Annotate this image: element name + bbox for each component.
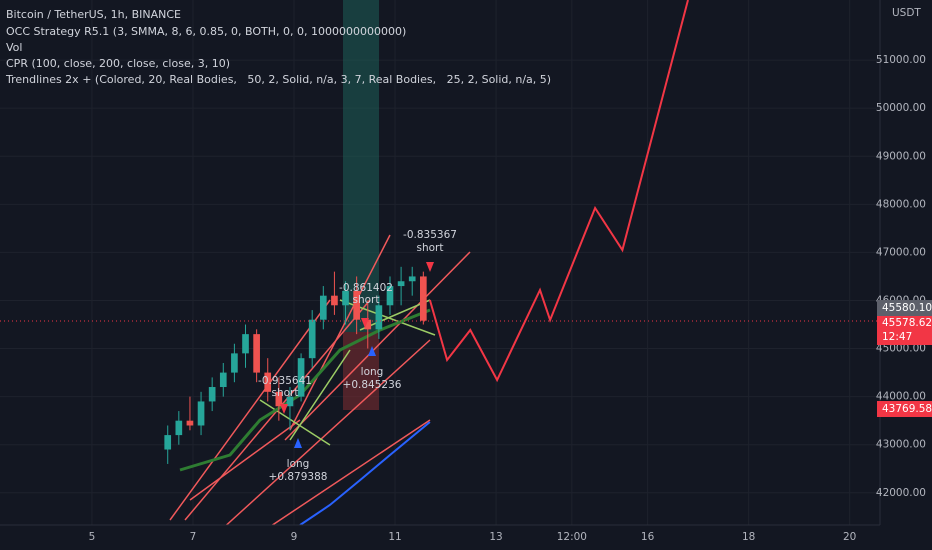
- candle-body: [353, 290, 360, 320]
- plot: [164, 0, 689, 526]
- y-tick-label: 50000.00: [876, 102, 926, 114]
- candle-body: [308, 319, 316, 359]
- price-label: 43769.58: [882, 403, 932, 415]
- short-arrows: [280, 262, 434, 414]
- signal-type: long: [287, 458, 310, 470]
- signal-value: -0.835367: [403, 229, 457, 241]
- y-tick-label: 49000.00: [876, 150, 926, 162]
- currency-label: USDT: [892, 7, 921, 19]
- candle-body: [419, 276, 427, 321]
- x-tick-label: 20: [843, 531, 856, 543]
- candle-body: [397, 281, 405, 287]
- signal-type: short: [353, 294, 380, 306]
- overlay-line: [299, 421, 431, 526]
- y-tick-label: 48000.00: [876, 198, 926, 210]
- candle-body: [342, 290, 349, 306]
- x-tick-label: 11: [388, 531, 401, 543]
- x-tick-label: 13: [489, 531, 502, 543]
- candle-body: [175, 420, 183, 436]
- price-badge: [877, 401, 932, 417]
- x-tick-label: 18: [742, 531, 755, 543]
- x-tick-label: 7: [190, 531, 197, 543]
- candle-body: [253, 334, 260, 373]
- overlay-line: [428, 0, 689, 383]
- candle-body: [319, 295, 327, 320]
- candle-body: [286, 396, 294, 407]
- grid: [0, 0, 880, 525]
- signal-type: long: [361, 366, 384, 378]
- candle-body: [408, 276, 416, 282]
- candle-body: [386, 286, 394, 306]
- y-tick-label: 51000.00: [876, 54, 926, 66]
- candle-body: [331, 295, 338, 306]
- price-badge: [877, 300, 932, 316]
- price-label: 45578.62: [882, 317, 932, 329]
- axis-labels: 42000.0043000.0044000.0045000.0046000.00…: [89, 54, 926, 543]
- candle-body: [375, 305, 383, 330]
- signal-value: +0.879388: [269, 471, 328, 483]
- candle-body: [297, 358, 305, 397]
- candle-body: [219, 372, 227, 388]
- y-tick-label: 44000.00: [876, 391, 926, 403]
- candle-body: [275, 391, 283, 407]
- indicator: Trendlines 2x + (Colored, 20, Real Bodie…: [5, 73, 551, 86]
- candle-body: [231, 353, 238, 373]
- indicator: OCC Strategy R5.1 (3, SMMA, 8, 6, 0.85, …: [6, 25, 406, 38]
- chart-title: Bitcoin / TetherUS, 1h, BINANCE: [6, 8, 181, 21]
- x-tick-label: 5: [89, 531, 96, 543]
- signal-value: -0.861402: [339, 282, 393, 294]
- signal-type: short: [272, 387, 299, 399]
- time-axis: [0, 525, 932, 550]
- countdown: 12:47: [882, 331, 912, 343]
- signal-value: -0.935641: [258, 375, 312, 387]
- x-tick-label: 16: [641, 531, 655, 543]
- candle-body: [364, 319, 372, 330]
- candle-body: [197, 401, 205, 426]
- x-tick-label: 9: [291, 531, 298, 543]
- x-tick-label: 12:00: [557, 531, 587, 543]
- y-tick-label: 42000.00: [876, 487, 926, 499]
- signal-type: short: [417, 242, 444, 254]
- candle-body: [164, 435, 172, 450]
- profit-zone: [343, 0, 379, 332]
- price-badge: [877, 316, 932, 345]
- y-tick-label: 47000.00: [876, 246, 926, 258]
- price-axis: [880, 0, 932, 550]
- y-tick-label: 45000.00: [876, 343, 926, 355]
- candle-body: [186, 420, 194, 426]
- candle-body: [242, 334, 249, 354]
- indicator: CPR (100, close, 200, close, close, 3, 1…: [6, 57, 230, 70]
- y-tick-label: 43000.00: [876, 439, 926, 451]
- indicator: Vol: [6, 41, 22, 54]
- candle-body: [264, 372, 272, 392]
- candle-body: [208, 387, 216, 402]
- price-label: 45580.10: [882, 302, 932, 314]
- signal-value: +0.845236: [343, 379, 402, 391]
- long-arrows: [294, 346, 376, 448]
